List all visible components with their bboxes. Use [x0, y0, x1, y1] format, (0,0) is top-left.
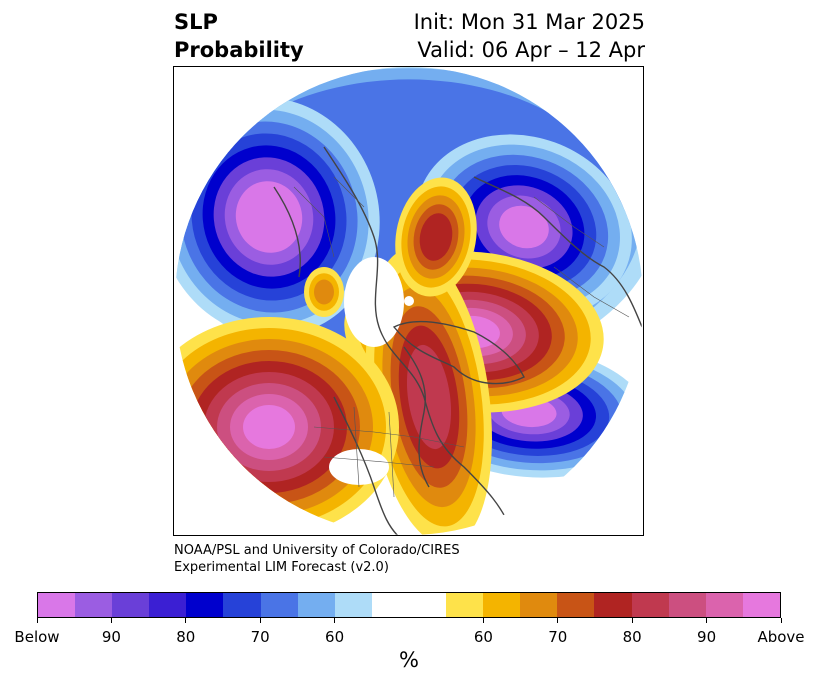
- below-siberia-contour: [499, 205, 549, 249]
- coastline-americas-west: [333, 396, 400, 535]
- coastline-arctic-islands: [392, 320, 525, 385]
- colorbar-tick-label: 70: [548, 628, 568, 646]
- credit-line2: Experimental LIM Forecast (v2.0): [174, 560, 389, 575]
- title-product: Probability: [174, 38, 304, 62]
- colorbar-tick-label: Above: [757, 628, 805, 646]
- colorbar-swatch: [742, 593, 780, 617]
- coastline-asia-pacific: [473, 176, 643, 328]
- colorbar-swatch: [371, 593, 409, 617]
- credit-line1: NOAA/PSL and University of Colorado/CIRE…: [174, 543, 460, 558]
- colorbar-tickmark: [36, 618, 38, 623]
- colorbar-tickmark: [110, 618, 112, 623]
- colorbar-swatch: [408, 593, 447, 617]
- above-north-arm: [395, 177, 477, 297]
- neutral-south: [329, 449, 389, 485]
- colorbar-tick-label: 90: [101, 628, 121, 646]
- neutral-hudson-contour: [344, 257, 404, 347]
- colorbar-swatch: [38, 593, 76, 617]
- colorbar-tickmark: [557, 618, 559, 623]
- coastline-europe-atlantic: [323, 146, 515, 535]
- colorbar-tick-label: Below: [14, 628, 60, 646]
- colorbar-tick-label: 80: [622, 628, 642, 646]
- colorbar-swatch: [705, 593, 743, 617]
- north-pole-marker: [404, 296, 414, 306]
- title-right: Init: Mon 31 Mar 2025 Valid: 06 Apr – 12…: [414, 8, 645, 64]
- above-atlantic-contour: [243, 405, 295, 449]
- valid-range: Valid: 06 Apr – 12 Apr: [417, 38, 645, 62]
- coastlines: [273, 146, 643, 535]
- probability-map-svg: [175, 67, 643, 535]
- colorbar-tick-label: 70: [250, 628, 270, 646]
- colorbar-tick-label: 60: [325, 628, 345, 646]
- colorbar-swatch: [75, 593, 113, 617]
- colorbar-tickmark: [334, 618, 336, 623]
- colorbar-tickmark: [706, 618, 708, 623]
- neutral-hudson: [344, 257, 404, 347]
- colorbar-swatch: [260, 593, 298, 617]
- neutral-south-contour: [329, 449, 389, 485]
- colorbar-swatch: [594, 593, 632, 617]
- title-left: SLP Probability: [174, 8, 304, 64]
- colorbar-swatch: [446, 593, 484, 617]
- colorbar-swatch: [149, 593, 187, 617]
- colorbar-swatch: [557, 593, 595, 617]
- colorbar-swatch: [112, 593, 150, 617]
- init-date: Init: Mon 31 Mar 2025: [413, 10, 645, 34]
- political-borders: [293, 176, 630, 498]
- below-europe-contour: [235, 181, 303, 253]
- colorbar-swatch: [668, 593, 706, 617]
- colorbar-swatch: [483, 593, 521, 617]
- colorbar-tick-label: 90: [697, 628, 717, 646]
- colorbar-tick-label: 60: [473, 628, 493, 646]
- coastline-scandinavia: [273, 186, 301, 278]
- colorbar-swatch: [186, 593, 224, 617]
- colorbar-unit: %: [399, 648, 419, 672]
- forecast-disk: [175, 67, 643, 535]
- above-small: [304, 267, 344, 317]
- colorbar-tickmark: [780, 618, 782, 623]
- colorbar-swatch: [223, 593, 261, 617]
- colorbar-swatch: [631, 593, 669, 617]
- title-variable: SLP: [174, 10, 218, 34]
- colorbar: [37, 592, 781, 618]
- colorbar-tickmark: [482, 618, 484, 623]
- colorbar-tickmark: [185, 618, 187, 623]
- above-north-arm-contour: [419, 213, 453, 261]
- polar-map: [173, 66, 644, 536]
- colorbar-tickmark: [259, 618, 261, 623]
- colorbar-swatch: [520, 593, 558, 617]
- above-canada-contour: [406, 344, 452, 450]
- colorbar-swatch: [334, 593, 372, 617]
- above-canada: [366, 248, 492, 535]
- colorbar-tick-label: 80: [176, 628, 196, 646]
- above-small-contour: [314, 279, 334, 305]
- colorbar-swatch: [297, 593, 335, 617]
- colorbar-tickmark: [631, 618, 633, 623]
- coastline-canada: [403, 346, 430, 488]
- credit: NOAA/PSL and University of Colorado/CIRE…: [174, 542, 460, 576]
